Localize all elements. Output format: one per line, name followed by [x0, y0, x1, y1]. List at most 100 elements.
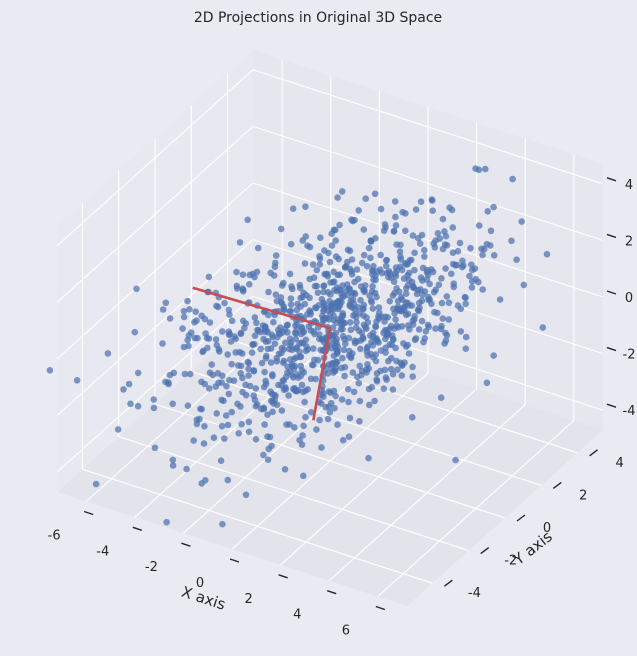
- x-tick-mark: [327, 590, 337, 595]
- scatter-point: [442, 265, 449, 272]
- scatter-point: [441, 241, 449, 248]
- scatter-point: [299, 237, 307, 244]
- scatter-point: [226, 311, 233, 319]
- scatter-point: [442, 337, 450, 344]
- scatter-point: [490, 203, 497, 211]
- scatter-point: [332, 226, 339, 234]
- scatter-point: [213, 410, 220, 417]
- scatter-point: [490, 352, 498, 359]
- scatter-point: [258, 359, 266, 367]
- scatter-point: [409, 363, 416, 371]
- scatter-point: [125, 380, 133, 388]
- scatter-point: [287, 301, 295, 308]
- scatter-point: [307, 311, 315, 318]
- scatter-point: [166, 315, 174, 322]
- scatter-point: [381, 318, 388, 325]
- grid-line-z-back: [252, 125, 604, 241]
- scatter-point: [370, 276, 377, 284]
- scatter-point: [387, 365, 395, 373]
- scatter-point: [265, 311, 272, 319]
- scatter-point: [213, 341, 221, 349]
- scatter-point: [338, 316, 345, 324]
- scatter-point: [392, 344, 399, 352]
- scatter-point: [297, 353, 305, 361]
- scatter-point: [437, 394, 445, 402]
- scatter-point: [345, 352, 353, 359]
- scatter-point: [251, 314, 259, 321]
- scatter-point: [396, 248, 404, 255]
- scatter-point: [216, 348, 223, 355]
- scatter-point: [186, 370, 194, 378]
- scatter-point: [353, 318, 360, 326]
- grid-line-z-back: [252, 182, 604, 298]
- scatter-point: [377, 251, 384, 259]
- scatter-point: [192, 308, 199, 316]
- x-tick-label: -2: [145, 560, 158, 575]
- scatter-point: [487, 227, 495, 235]
- scatter-point: [457, 328, 465, 335]
- scatter-point: [339, 310, 347, 317]
- scatter-point: [380, 227, 388, 234]
- scatter-point: [208, 361, 215, 368]
- scatter-point: [371, 190, 379, 198]
- scatter-point: [159, 306, 167, 313]
- scatter-point: [438, 299, 446, 307]
- scatter-point: [325, 403, 333, 410]
- scatter-point: [225, 306, 233, 314]
- y-tick-mark: [589, 449, 599, 457]
- scatter-point: [254, 326, 261, 334]
- scatter-point: [424, 321, 432, 329]
- scatter-point: [268, 442, 275, 450]
- scatter-point: [239, 271, 247, 279]
- scatter-point: [302, 413, 309, 421]
- scatter-point: [374, 268, 381, 275]
- z-tick-mark: [606, 403, 617, 408]
- scatter-point: [262, 338, 270, 345]
- scatter-point: [443, 332, 451, 339]
- scatter-point: [292, 330, 300, 337]
- scatter-point: [224, 476, 232, 484]
- scatter-point: [264, 433, 271, 440]
- scatter-point: [286, 308, 294, 316]
- scatter-point: [389, 386, 397, 393]
- grid-line-y-floor: [191, 370, 542, 486]
- scatter-point: [183, 465, 190, 473]
- scatter-point: [445, 299, 453, 307]
- scatter-point: [413, 290, 421, 298]
- scatter-point: [509, 175, 516, 183]
- scatter-point: [367, 254, 374, 262]
- scatter-point: [134, 369, 142, 377]
- scatter-point: [417, 274, 425, 281]
- x-tick-mark: [83, 510, 94, 516]
- scatter-point: [349, 369, 357, 376]
- scatter-point: [373, 376, 380, 383]
- scatter-point: [454, 247, 462, 255]
- scatter-point: [382, 374, 390, 381]
- scatter-point: [320, 393, 327, 401]
- scatter-point: [159, 340, 166, 347]
- scatter-point: [300, 472, 307, 480]
- scatter-point: [356, 418, 363, 425]
- scatter-point: [114, 426, 122, 433]
- scatter-point: [338, 364, 345, 372]
- scatter-point: [438, 275, 445, 282]
- scatter-point: [150, 404, 158, 412]
- scatter-point: [380, 329, 387, 337]
- scatter-point: [479, 286, 487, 293]
- scatter-point: [404, 310, 412, 318]
- scatter-point: [339, 354, 346, 362]
- scatter-point: [203, 334, 211, 342]
- scatter-point: [245, 418, 253, 426]
- y-tick-label: 0: [543, 521, 551, 536]
- scatter-point: [193, 317, 200, 325]
- scatter-point: [386, 325, 394, 333]
- scatter-point: [272, 252, 280, 259]
- scatter-point: [324, 289, 332, 296]
- scatter-point: [220, 397, 227, 405]
- scatter-point: [417, 198, 425, 205]
- scatter-point: [166, 371, 174, 379]
- scatter-point: [357, 345, 364, 353]
- scatter-point: [350, 388, 358, 396]
- scatter-point: [462, 345, 470, 353]
- scatter-point: [277, 298, 285, 306]
